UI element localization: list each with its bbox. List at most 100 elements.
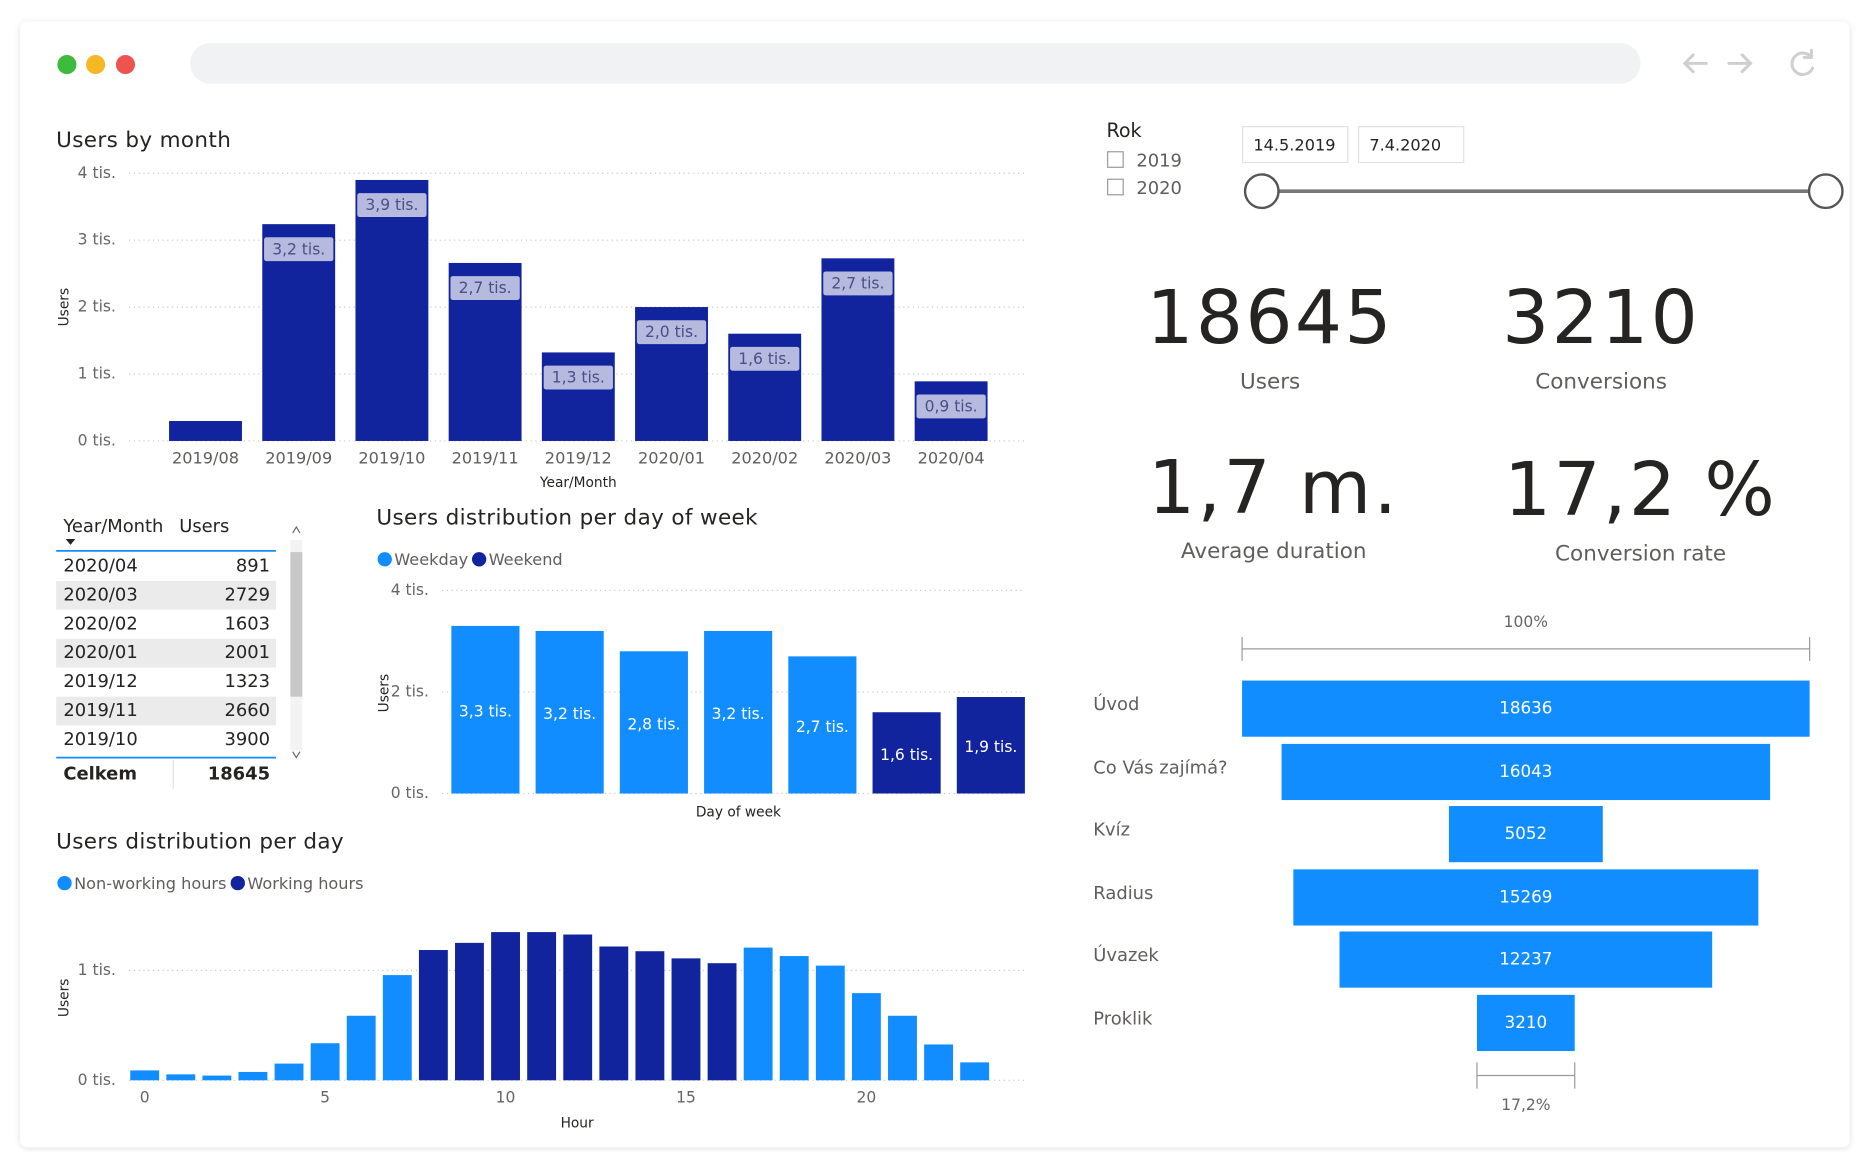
bar bbox=[851, 993, 881, 1081]
data-label-box bbox=[636, 320, 707, 345]
address-bar[interactable] bbox=[189, 43, 1641, 84]
data-label: 2,7 tis. bbox=[796, 718, 849, 736]
kpi-value: 17,2 % bbox=[1504, 447, 1777, 533]
nav-buttons bbox=[1682, 48, 1815, 76]
date-from: 14.5.2019 bbox=[1253, 135, 1335, 154]
legend-label: Working hours bbox=[247, 874, 363, 893]
bar bbox=[355, 179, 429, 441]
bar bbox=[491, 932, 520, 1081]
x-tick-label: 2020/03 bbox=[824, 448, 891, 467]
x-axis-label: Year/Month bbox=[539, 475, 617, 491]
x-tick-label: 2020/01 bbox=[638, 448, 705, 467]
data-label: 0,9 tis. bbox=[925, 398, 978, 416]
kpi-value: 3210 bbox=[1502, 275, 1700, 361]
bar bbox=[535, 630, 604, 794]
sort-indicator bbox=[65, 538, 76, 545]
bar bbox=[956, 696, 1025, 794]
x-tick-label: 5 bbox=[320, 1089, 330, 1107]
slider-handle[interactable] bbox=[1243, 173, 1280, 210]
table-header: Users bbox=[179, 516, 229, 537]
y-axis-label: Users bbox=[57, 288, 73, 326]
kpi-value: 18645 bbox=[1146, 275, 1394, 361]
chart-title: Users distribution per day of week bbox=[376, 506, 758, 531]
y-tick-label: 2 tis. bbox=[78, 298, 116, 316]
legend-label: Weekday bbox=[394, 550, 468, 569]
table-row-shade bbox=[56, 696, 277, 726]
table-total: Celkem bbox=[63, 763, 137, 784]
funnel-bar bbox=[1242, 680, 1810, 737]
back-button[interactable] bbox=[1682, 53, 1708, 74]
scroll-down[interactable] bbox=[292, 751, 301, 759]
y-tick-label: 0 tis. bbox=[391, 784, 429, 802]
data-label-box bbox=[823, 271, 893, 296]
funnel-category: Úvazek bbox=[1093, 944, 1159, 966]
data-label: 2,8 tis. bbox=[627, 715, 680, 733]
checkbox[interactable] bbox=[1107, 178, 1124, 196]
data-label: 1,9 tis. bbox=[964, 738, 1017, 756]
scrollbar-thumb[interactable] bbox=[290, 552, 303, 697]
table-header: Year/Month bbox=[62, 516, 163, 537]
forward-button[interactable] bbox=[1727, 53, 1753, 74]
bar bbox=[451, 625, 520, 794]
data-label: 1,6 tis. bbox=[880, 746, 933, 764]
bar bbox=[418, 950, 448, 1081]
date-input[interactable] bbox=[1357, 126, 1465, 164]
table-cell: 2020/04 bbox=[63, 555, 137, 576]
table-cell: 2019/11 bbox=[63, 700, 137, 721]
y-tick-label: 2 tis. bbox=[391, 682, 429, 700]
bar bbox=[707, 963, 737, 1081]
bar bbox=[166, 1074, 196, 1081]
legend-marker bbox=[377, 552, 392, 567]
bar bbox=[960, 1062, 990, 1081]
data-label-box bbox=[730, 346, 800, 371]
x-tick-label: 20 bbox=[857, 1089, 877, 1107]
kpi-label: Conversions bbox=[1535, 369, 1667, 394]
x-tick-label: 2020/02 bbox=[731, 448, 798, 467]
slider-handle[interactable] bbox=[1807, 173, 1844, 210]
x-tick-label: 10 bbox=[496, 1089, 516, 1107]
bar bbox=[563, 934, 593, 1081]
data-label: 2,0 tis. bbox=[645, 323, 698, 341]
funnel-bar bbox=[1281, 743, 1771, 801]
data-label: 3,2 tis. bbox=[543, 705, 596, 723]
funnel-value: 15269 bbox=[1499, 887, 1552, 907]
x-tick-label: 15 bbox=[676, 1089, 696, 1107]
funnel-bar bbox=[1448, 806, 1603, 863]
x-tick-label: 2020/04 bbox=[918, 448, 985, 467]
window-dot bbox=[115, 54, 136, 75]
bar bbox=[527, 932, 557, 1081]
bar bbox=[238, 1071, 268, 1081]
bar bbox=[888, 1015, 917, 1081]
funnel-category: Úvod bbox=[1093, 693, 1139, 715]
funnel-value: 16043 bbox=[1499, 761, 1552, 781]
table-cell: 1323 bbox=[224, 671, 270, 692]
scroll-up[interactable] bbox=[292, 525, 301, 534]
bar bbox=[346, 1015, 376, 1081]
bar bbox=[704, 630, 773, 794]
funnel-value: 12237 bbox=[1499, 949, 1552, 969]
table-cell: 1603 bbox=[224, 613, 270, 634]
data-label: 3,2 tis. bbox=[272, 240, 325, 258]
kpi-label: Conversion rate bbox=[1555, 541, 1726, 566]
checkbox[interactable] bbox=[1107, 151, 1124, 168]
y-axis-label: Users bbox=[57, 979, 73, 1017]
funnel-top-bracket bbox=[1241, 636, 1811, 661]
date-input[interactable] bbox=[1242, 126, 1349, 164]
data-label: 3,2 tis. bbox=[712, 705, 765, 723]
data-label-box bbox=[543, 365, 613, 390]
x-tick-label: 0 bbox=[140, 1089, 150, 1107]
checkbox-label: 2020 bbox=[1136, 178, 1182, 199]
reload-button[interactable] bbox=[1790, 48, 1815, 76]
y-tick-label: 1 tis. bbox=[78, 365, 116, 383]
x-axis-label: Hour bbox=[561, 1115, 594, 1131]
table-cell: 891 bbox=[236, 555, 270, 576]
chart-title: Users distribution per day bbox=[56, 829, 344, 854]
table-cell: 2001 bbox=[224, 642, 270, 663]
y-tick-label: 0 tis. bbox=[78, 431, 116, 449]
funnel-value: 5052 bbox=[1505, 823, 1548, 843]
x-tick-label: 2019/12 bbox=[545, 448, 612, 467]
table-cell: 2020/01 bbox=[63, 642, 137, 663]
data-label: 3,9 tis. bbox=[365, 196, 418, 214]
slicer-title: Rok bbox=[1106, 119, 1142, 142]
